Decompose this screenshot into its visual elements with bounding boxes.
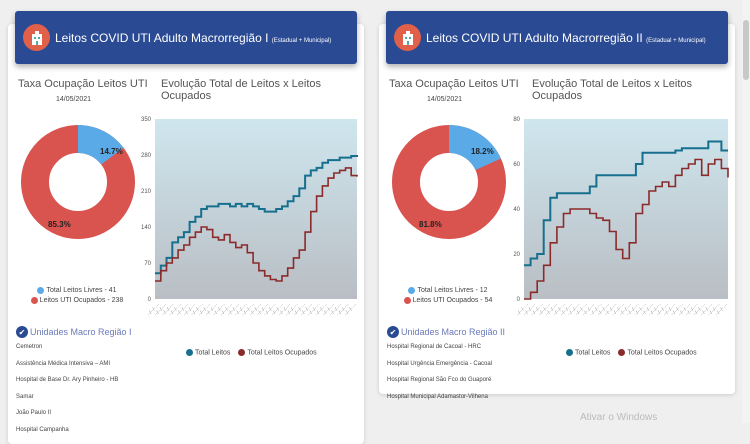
series-total-line xyxy=(524,140,728,267)
occupancy-title: Taxa Ocupação Leitos UTI xyxy=(18,78,148,90)
occupancy-title: Taxa Ocupação Leitos UTI xyxy=(389,78,519,90)
occupancy-date: 14/05/2021 xyxy=(56,96,92,103)
legend-ocupados: Leitos UTI Ocupados - 54 xyxy=(412,297,493,304)
y-tick-label: 60 xyxy=(513,162,520,168)
legend-total[interactable]: Total Leitos xyxy=(566,349,610,356)
unit-item: Hospital de Base Dr. Ary Pinheiro - HB xyxy=(16,377,119,383)
y-tick-label: 20 xyxy=(513,252,520,258)
y-tick-label: 70 xyxy=(144,261,151,267)
units-title: Unidades Macro Região I xyxy=(30,327,132,337)
evolution-chart: 020406080··/··/······/··/······/··/·····… xyxy=(513,117,729,318)
unit-item: Cemetron xyxy=(16,344,43,350)
panel-content: Leitos COVID UTI Adulto Macrorregião II … xyxy=(379,11,735,424)
unit-item: João Paulo II xyxy=(16,410,52,416)
livres-pct: 18.2% xyxy=(471,147,494,156)
legend-livres: Total Leitos Livres - 41 xyxy=(46,287,117,294)
panel-subtitle: (Estadual + Municipal) xyxy=(271,37,332,44)
chart-title: Evolução Total de Leitos x Leitos Ocupad… xyxy=(161,78,322,102)
scrollbar-thumb[interactable] xyxy=(743,20,749,80)
units-list: ✔ Unidades Macro Região I Cemetron Assistê… xyxy=(16,326,146,443)
y-tick-label: 80 xyxy=(513,117,520,123)
legend-ocupados-series[interactable]: Total Leitos Ocupados xyxy=(238,349,317,356)
unit-item: Samar xyxy=(16,393,34,400)
y-tick-label: 350 xyxy=(141,117,152,123)
donut-legend: Total Leitos Livres - 12 Leitos UTI Ocup… xyxy=(393,286,503,306)
evolution-chart: 070140210280350··/··/······/··/······/··… xyxy=(141,117,359,318)
windows-watermark: Ativar o Windows xyxy=(580,412,658,423)
legend-ocupados: Leitos UTI Ocupados - 238 xyxy=(39,297,124,304)
y-tick-label: 210 xyxy=(141,189,152,195)
units-title: Unidades Macro Região II xyxy=(401,327,506,337)
chart-title: Evolução Total de Leitos x Leitos Ocupad… xyxy=(532,78,693,102)
unit-item: Assistência Médica Intensiva – AMI xyxy=(16,360,111,367)
legend-dot xyxy=(408,286,416,294)
plot-area xyxy=(524,119,728,299)
y-tick-label: 280 xyxy=(141,153,152,159)
y-tick-label: 0 xyxy=(517,297,521,303)
check-circle-icon: ✔ xyxy=(16,326,28,338)
legend-dot xyxy=(403,296,411,304)
series-ocupados-line xyxy=(155,167,358,282)
chart-legend: Total Leitos Total Leitos Ocupados xyxy=(186,349,317,356)
chart-legend: Total Leitos Total Leitos Ocupados xyxy=(566,349,697,356)
panel-header: Leitos COVID UTI Adulto Macrorregião I (… xyxy=(15,11,357,64)
legend-livres: Total Leitos Livres - 12 xyxy=(417,287,488,294)
slice-livres[interactable] xyxy=(392,125,506,239)
legend-ocupados-series[interactable]: Total Leitos Ocupados xyxy=(618,349,697,356)
series-ocupados-line xyxy=(524,158,729,300)
slice-livres[interactable] xyxy=(21,125,135,239)
panel-subtitle: (Estadual + Municipal) xyxy=(646,37,706,44)
panel-content: Leitos COVID UTI Adulto Macrorregião I (… xyxy=(8,11,364,433)
panel-title: Leitos COVID UTI Adulto Macrorregião I xyxy=(55,30,269,45)
unit-item: Hospital Campanha xyxy=(16,426,69,433)
scrollbar[interactable] xyxy=(742,0,750,423)
occupancy-date: 14/05/2021 xyxy=(427,96,463,103)
units-list: ✔ Unidades Macro Região II Hospital Regio… xyxy=(387,326,517,410)
y-tick-label: 0 xyxy=(148,297,152,303)
occupancy-donut: 14.7% 85.3% xyxy=(21,125,135,239)
legend-dot xyxy=(37,286,45,294)
legend-dot xyxy=(30,296,38,304)
unit-item: Hospital Regional de Cacoal - HRC xyxy=(387,344,482,350)
hospital-icon xyxy=(23,24,50,51)
check-circle-icon: ✔ xyxy=(387,326,399,338)
ocupados-pct: 85.3% xyxy=(48,220,71,229)
plot-area xyxy=(155,119,357,299)
unit-item: Hospital Urgência Emergência - Cacoal xyxy=(387,360,493,367)
livres-pct: 14.7% xyxy=(100,147,123,156)
legend-total[interactable]: Total Leitos xyxy=(186,349,230,356)
occupancy-donut: 18.2% 81.8% xyxy=(392,125,506,239)
y-tick-label: 40 xyxy=(513,207,520,213)
series-total-line xyxy=(155,155,358,275)
unit-item: Hospital Municipal Adamastor-Vilhena xyxy=(387,393,488,400)
y-tick-label: 140 xyxy=(141,225,152,231)
hospital-icon xyxy=(394,24,421,51)
unit-item: Hospital Regional São Fco do Guaporé xyxy=(387,377,492,383)
panel-title: Leitos COVID UTI Adulto Macrorregião II xyxy=(426,30,643,45)
ocupados-pct: 81.8% xyxy=(419,220,442,229)
panel-header: Leitos COVID UTI Adulto Macrorregião II … xyxy=(386,11,728,64)
donut-legend: Total Leitos Livres - 41 Leitos UTI Ocup… xyxy=(22,286,132,306)
